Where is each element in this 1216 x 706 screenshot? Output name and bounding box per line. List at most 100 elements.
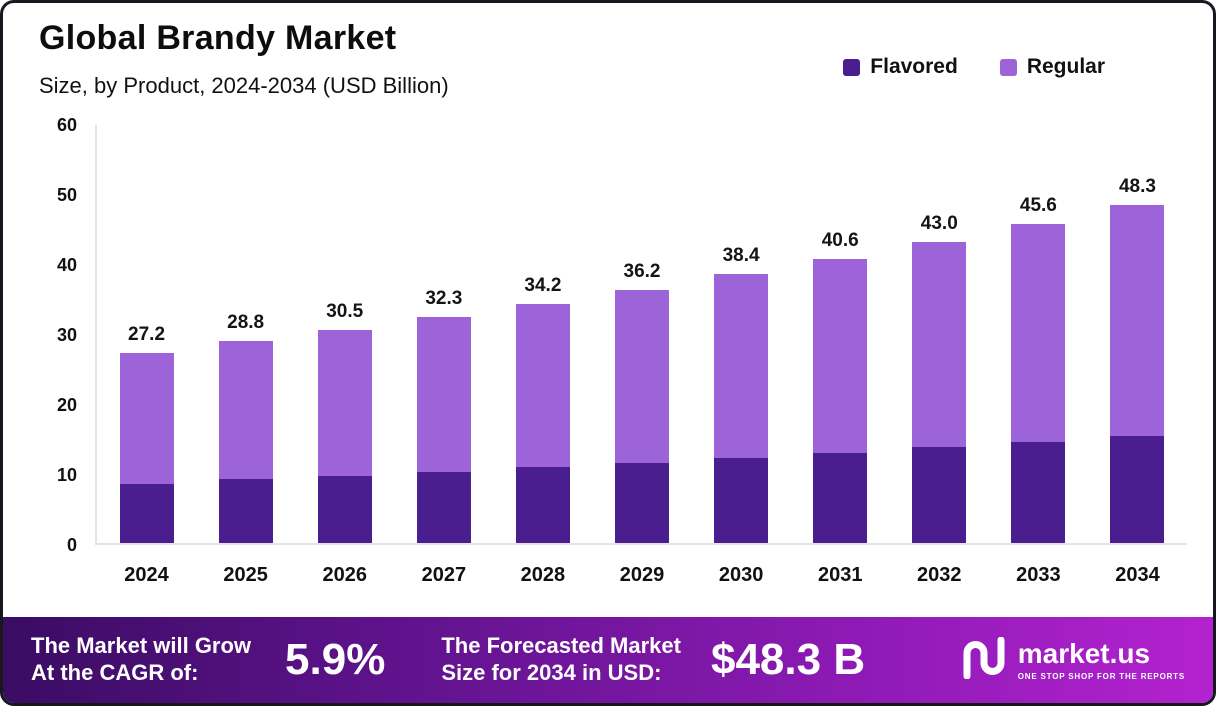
cagr-label: The Market will Grow At the CAGR of: xyxy=(31,633,251,687)
bar-stack xyxy=(218,341,273,543)
forecast-label: The Forecasted Market Size for 2034 in U… xyxy=(441,633,681,687)
bar-segment-flavored xyxy=(912,447,967,543)
bar-column: 38.4 2030 xyxy=(692,125,791,586)
forecast-value: $48.3 B xyxy=(710,635,866,684)
bar-segment-regular xyxy=(615,289,670,464)
bar-segment-flavored xyxy=(119,483,174,543)
bar-segment-regular xyxy=(119,352,174,484)
bar-stack xyxy=(912,242,967,543)
x-axis-label: 2027 xyxy=(421,564,467,586)
bar-value-label: 30.5 xyxy=(326,300,364,322)
page-subtitle: Size, by Product, 2024-2034 (USD Billion… xyxy=(39,73,449,98)
bar-segment-flavored xyxy=(416,472,471,543)
bar-column: 48.3 2034 xyxy=(1088,125,1187,586)
x-axis-label: 2034 xyxy=(1115,564,1160,586)
bar-stack xyxy=(1110,204,1165,543)
bar-segment-regular xyxy=(912,242,967,448)
y-axis-tick-label: 50 xyxy=(56,185,77,205)
brand-logo: market.us One Stop Shop for the Reports xyxy=(960,636,1185,684)
x-axis-label: 2026 xyxy=(322,564,367,586)
bar-segment-regular xyxy=(218,341,273,480)
cagr-label-line1: The Market will Grow xyxy=(31,633,252,659)
marketus-logo-icon xyxy=(960,636,1006,684)
legend-label-flavored: Flavored xyxy=(870,55,958,78)
y-axis: 0 10 20 30 40 50 60 xyxy=(37,115,83,555)
bar-column: 36.2 2029 xyxy=(592,125,691,586)
page-title: Global Brandy Market xyxy=(39,19,397,57)
bar-value-label: 36.2 xyxy=(623,260,661,282)
chart: 0 10 20 30 40 50 60 27.2 2024 28.8 2025 30.5 2026 32… xyxy=(37,115,1187,593)
bar-stack xyxy=(515,303,570,543)
bar-column: 43.0 2032 xyxy=(890,125,989,586)
bar-column: 30.5 2026 xyxy=(295,125,394,586)
legend-swatch-regular xyxy=(999,58,1017,76)
bar-value-label: 43.0 xyxy=(920,213,958,235)
bar-column: 28.8 2025 xyxy=(196,125,295,586)
bar-segment-regular xyxy=(1011,223,1066,443)
cagr-label-line2: At the CAGR of: xyxy=(31,660,199,685)
x-axis-label: 2028 xyxy=(520,564,566,586)
y-axis-tick-label: 30 xyxy=(56,325,77,345)
bar-stack xyxy=(714,274,769,543)
x-axis-label: 2024 xyxy=(124,564,169,586)
y-axis-tick-label: 20 xyxy=(56,395,77,415)
bar-segment-flavored xyxy=(317,475,372,543)
bar-segment-regular xyxy=(317,329,372,476)
x-axis-label: 2025 xyxy=(223,564,268,586)
bar-value-label: 38.4 xyxy=(722,245,760,267)
bar-value-label: 40.6 xyxy=(821,229,859,251)
brand-name: market.us xyxy=(1017,637,1151,669)
x-axis-label: 2030 xyxy=(718,564,764,586)
x-axis-label: 2031 xyxy=(817,564,863,586)
bar-segment-regular xyxy=(416,316,471,473)
legend-label-regular: Regular xyxy=(1026,55,1105,78)
bar-stack xyxy=(317,329,372,543)
y-axis-tick-label: 40 xyxy=(56,255,77,275)
bar-segment-flavored xyxy=(1011,442,1066,543)
bar-column: 27.2 2024 xyxy=(97,125,196,586)
y-axis-tick-label: 10 xyxy=(56,465,77,485)
plot-area: 27.2 2024 28.8 2025 30.5 2026 32.3 2027 34.2 2028… xyxy=(95,125,1187,586)
bar-segment-regular xyxy=(813,258,868,453)
bar-segment-flavored xyxy=(1110,435,1165,543)
brand-text: market.us One Stop Shop for the Reports xyxy=(1017,637,1185,681)
bar-stack xyxy=(813,258,868,543)
bar-value-label: 34.2 xyxy=(524,274,562,296)
brand-tagline: One Stop Shop for the Reports xyxy=(1017,671,1185,681)
bar-value-label: 27.2 xyxy=(128,323,166,345)
x-axis-label: 2032 xyxy=(917,564,962,586)
legend-item-regular: Regular xyxy=(999,55,1105,79)
x-axis-label: 2033 xyxy=(1016,564,1061,586)
bar-segment-flavored xyxy=(615,463,670,543)
legend-item-flavored: Flavored xyxy=(843,55,958,79)
bar-stack xyxy=(1011,223,1066,543)
bar-stack xyxy=(119,352,174,543)
bar-column: 32.3 2027 xyxy=(394,125,493,586)
legend-swatch-flavored xyxy=(843,58,861,76)
bar-segment-flavored xyxy=(714,458,769,543)
forecast-label-line2: Size for 2034 in USD: xyxy=(441,660,662,685)
bar-segment-flavored xyxy=(515,467,570,543)
footer-banner: The Market will Grow At the CAGR of: 5.9… xyxy=(3,617,1213,703)
x-axis-label: 2029 xyxy=(619,564,665,586)
bar-segment-flavored xyxy=(218,479,273,543)
bar-column: 34.2 2028 xyxy=(493,125,592,586)
bar-column: 45.6 2033 xyxy=(989,125,1088,586)
bar-stack xyxy=(615,289,670,543)
bar-segment-regular xyxy=(1110,204,1165,436)
y-axis-tick-label: 60 xyxy=(56,115,77,135)
y-axis-tick-label: 0 xyxy=(66,535,77,555)
bar-value-label: 32.3 xyxy=(425,287,463,309)
bar-segment-regular xyxy=(714,274,769,459)
bar-column: 40.6 2031 xyxy=(791,125,890,586)
chart-legend: Flavored Regular xyxy=(843,55,1105,79)
bar-stack xyxy=(416,316,471,543)
bar-value-label: 48.3 xyxy=(1118,175,1156,197)
bar-segment-regular xyxy=(515,303,570,468)
bar-value-label: 45.6 xyxy=(1019,194,1057,216)
cagr-value: 5.9% xyxy=(285,635,386,684)
forecast-label-line1: The Forecasted Market xyxy=(441,633,681,659)
bar-value-label: 28.8 xyxy=(227,312,265,334)
bar-segment-flavored xyxy=(813,452,868,543)
